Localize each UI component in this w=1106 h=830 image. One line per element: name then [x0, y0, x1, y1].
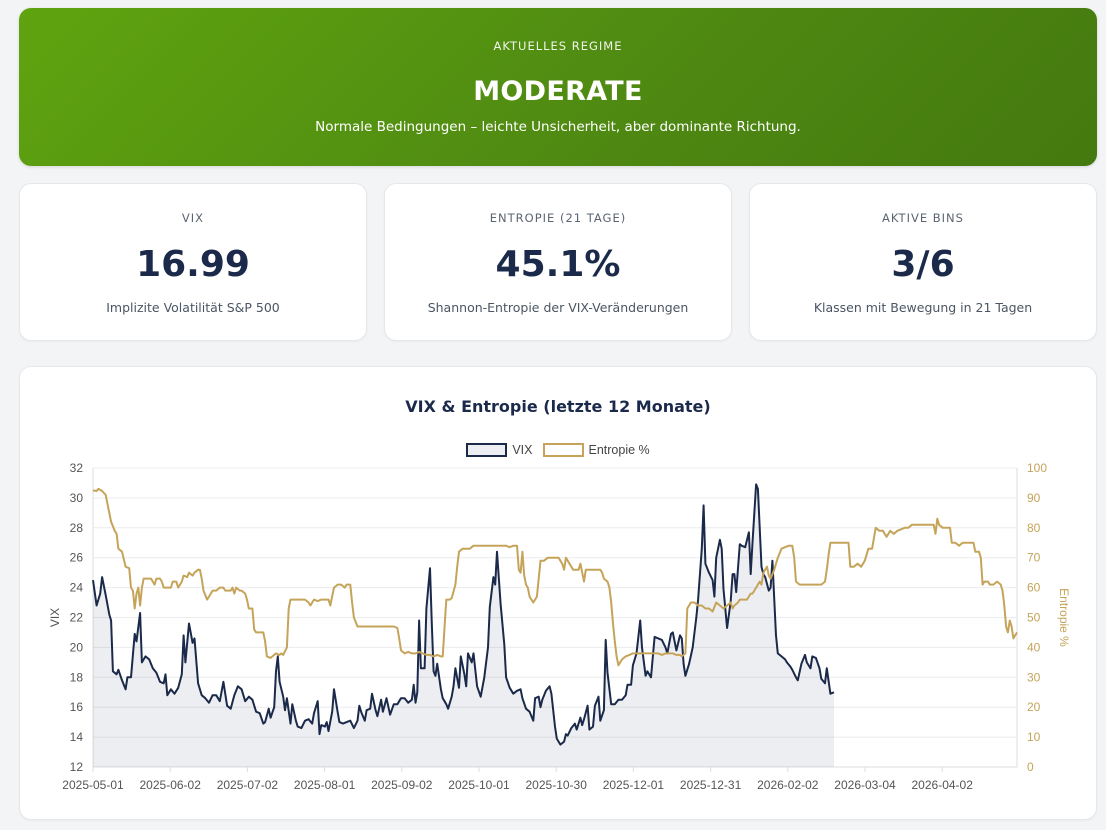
y-tick-label: 30	[70, 491, 84, 505]
chart-legend: VIX Entropie %	[20, 443, 1096, 457]
legend-swatch-vix	[466, 443, 508, 457]
y-tick-label: 16	[70, 700, 84, 714]
x-tick-label: 2025-12-31	[680, 778, 742, 792]
y-tick-label: 20	[70, 640, 84, 654]
x-tick-label: 2026-02-02	[757, 778, 819, 792]
legend-item-entropy[interactable]: Entropie %	[542, 443, 650, 457]
series-line-entropy	[92, 487, 1018, 667]
y2-tick-label: 80	[1027, 521, 1041, 535]
card-label: ENTROPIE (21 TAGE)	[489, 211, 627, 225]
y-tick-label: 28	[70, 521, 84, 535]
regime-banner: AKTUELLES REGIME MODERATE Normale Beding…	[19, 8, 1097, 166]
y2-axis-title: Entropie %	[1057, 588, 1071, 647]
legend-item-vix[interactable]: VIX	[466, 443, 533, 457]
card-value: 3/6	[891, 244, 955, 285]
x-tick-label: 2025-09-02	[371, 778, 433, 792]
y-tick-label: 32	[70, 461, 84, 475]
x-tick-label: 2025-10-01	[448, 778, 510, 792]
card-value: 45.1%	[495, 244, 621, 285]
y2-tick-label: 70	[1027, 551, 1041, 565]
y2-tick-label: 40	[1027, 640, 1041, 654]
card-label: VIX	[181, 211, 205, 225]
card-subtitle: Implizite Volatilität S&P 500	[106, 300, 280, 315]
regime-description: Normale Bedingungen – leichte Unsicherhe…	[315, 119, 801, 135]
y2-tick-label: 50	[1027, 611, 1041, 625]
entropy-card: ENTROPIE (21 TAGE) 45.1% Shannon-Entropi…	[384, 183, 732, 341]
regime-kicker: AKTUELLES REGIME	[493, 39, 623, 53]
series-line-vix	[92, 483, 835, 746]
y2-tick-label: 60	[1027, 581, 1041, 595]
y2-tick-label: 0	[1027, 760, 1034, 774]
chart-title: VIX & Entropie (letzte 12 Monate)	[405, 397, 711, 416]
legend-label-entropy: Entropie %	[588, 443, 650, 457]
y-tick-label: 26	[70, 551, 84, 565]
y-tick-label: 14	[70, 730, 84, 744]
y-axis-title: VIX	[48, 608, 62, 627]
x-tick-label: 2025-10-30	[526, 778, 588, 792]
regime-name: MODERATE	[473, 76, 643, 107]
card-label: AKTIVE BINS	[882, 211, 964, 225]
active-bins-card: AKTIVE BINS 3/6 Klassen mit Bewegung in …	[749, 183, 1097, 341]
y2-tick-label: 90	[1027, 491, 1041, 505]
x-tick-label: 2025-06-02	[140, 778, 202, 792]
y-tick-label: 18	[70, 670, 84, 684]
x-tick-label: 2025-07-02	[217, 778, 279, 792]
y2-tick-label: 20	[1027, 700, 1041, 714]
card-value: 16.99	[136, 244, 250, 285]
vix-card: VIX 16.99 Implizite Volatilität S&P 500	[19, 183, 367, 341]
legend-swatch-entropy	[542, 443, 584, 457]
card-subtitle: Klassen mit Bewegung in 21 Tagen	[813, 300, 1033, 315]
y-tick-label: 24	[70, 581, 84, 595]
x-tick-label: 2026-03-04	[834, 778, 896, 792]
chart-card: VIX & Entropie (letzte 12 Monate) VIX En…	[19, 366, 1097, 820]
chart-plot: 12 14 16 18 20 22 24 26 28 30 32 0 10 20 30 40 50 60 70 80 9…	[48, 461, 1071, 792]
x-tick-label: 2025-12-01	[603, 778, 665, 792]
y2-tick-label: 30	[1027, 670, 1041, 684]
card-subtitle: Shannon-Entropie der VIX-Veränderungen	[427, 300, 689, 315]
y-tick-label: 22	[70, 611, 84, 625]
x-tick-label: 2025-05-01	[62, 778, 124, 792]
x-tick-label: 2025-08-01	[294, 778, 356, 792]
legend-label-vix: VIX	[512, 443, 533, 457]
series-area-vix	[93, 484, 834, 767]
y2-tick-label: 10	[1027, 730, 1041, 744]
y2-tick-label: 100	[1027, 461, 1047, 475]
y-tick-label: 12	[70, 760, 84, 774]
x-tick-label: 2026-04-02	[912, 778, 974, 792]
